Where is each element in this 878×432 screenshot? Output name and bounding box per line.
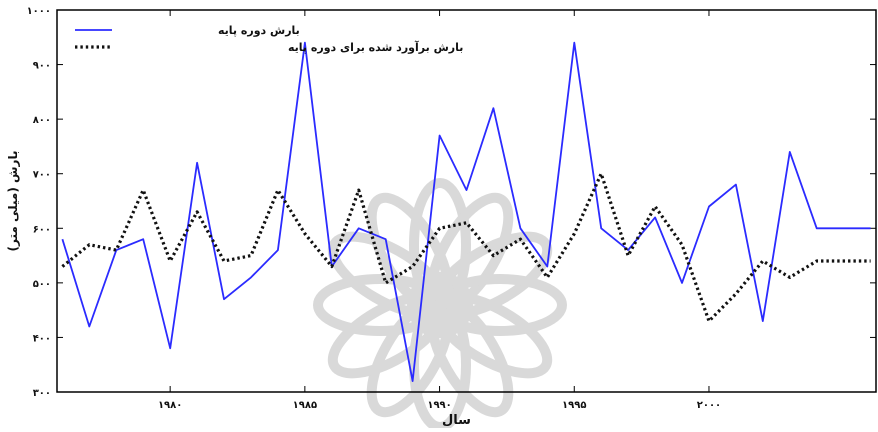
x-tick-label: ۱۹۸۰ [158,400,182,411]
y-tick-label: ۱۰۰۰ [27,6,51,17]
y-tick-label: ۹۰۰ [33,61,51,72]
y-tick-label: ۶۰۰ [33,224,51,235]
y-tick-label: ۸۰۰ [33,115,51,126]
y-tick-label: ۷۰۰ [33,170,51,181]
x-tick-label: ۱۹۹۵ [562,400,586,411]
x-tick-label: ۲۰۰۰ [697,400,721,411]
x-axis-label: سال [442,413,471,428]
legend-label-1: بارش برآورد شده برای دوره پایه [288,40,463,54]
y-tick-label: ۴۰۰ [33,333,51,344]
y-tick-label: ۳۰۰ [33,388,51,399]
x-tick-label: ۱۹۹۰ [427,400,451,411]
y-tick-label: ۵۰۰ [33,279,51,290]
y-axis-label: بارش (میلی متر) [6,151,20,252]
legend: بارش دوره پایه بارش برآورد شده برای دوره … [75,24,463,54]
legend-label-0: بارش دوره پایه [218,24,300,37]
x-tick-label: ۱۹۸۵ [293,400,317,411]
